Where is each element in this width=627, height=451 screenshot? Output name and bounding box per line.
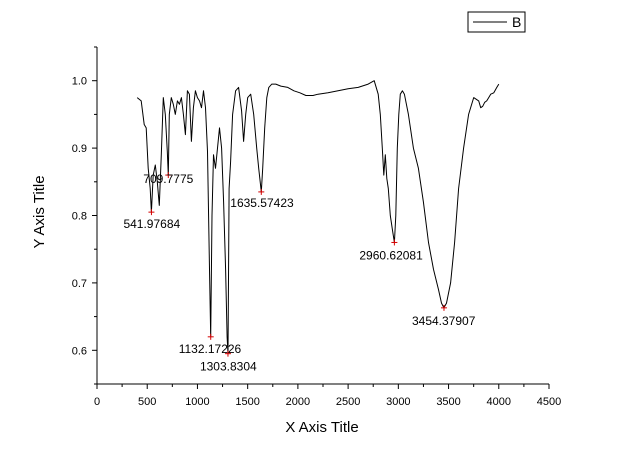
x-tick-label: 2500 xyxy=(336,396,360,408)
y-tick-label: 0.6 xyxy=(72,345,87,357)
y-tick-label: 1.0 xyxy=(72,76,87,88)
peak-label: 2960.62081 xyxy=(359,248,423,262)
series-line-B xyxy=(136,80,500,355)
x-tick-label: 2000 xyxy=(286,396,310,408)
peak-annotations: 541.97684 709.7775 1132.17226 1303.8304 1635… xyxy=(123,172,476,374)
peak-label: 1303.8304 xyxy=(200,360,257,374)
y-axis-title: Y Axis Title xyxy=(31,175,48,248)
peak-label: 3454.37907 xyxy=(412,314,476,328)
x-tick-label: 3000 xyxy=(386,396,410,408)
x-tick-label: 500 xyxy=(138,396,156,408)
legend-label: B xyxy=(512,14,521,30)
plot-series xyxy=(136,80,500,355)
x-tick-label: 1500 xyxy=(235,396,259,408)
x-tick-label: 0 xyxy=(94,396,100,408)
y-tick-label: 0.7 xyxy=(72,278,87,290)
x-axis-title: X Axis Title xyxy=(285,419,358,436)
peak-label: 1635.57423 xyxy=(230,196,294,210)
x-tick-label: 1000 xyxy=(185,396,209,408)
peak-label: 1132.17226 xyxy=(179,342,242,356)
x-tick-label: 3500 xyxy=(436,396,460,408)
y-tick-label: 0.8 xyxy=(72,211,87,223)
x-tick-label: 4500 xyxy=(537,396,561,408)
x-tick-label: 4000 xyxy=(487,396,511,408)
legend: B xyxy=(467,11,526,33)
peak-label: 709.7775 xyxy=(143,172,193,186)
y-tick-label: 0.9 xyxy=(72,143,87,155)
peak-label: 541.97684 xyxy=(123,217,180,231)
plot-axes: 0 500 1000 1500 2000 2500 3000 3500 4000 4500 0.6 0… xyxy=(72,46,561,408)
